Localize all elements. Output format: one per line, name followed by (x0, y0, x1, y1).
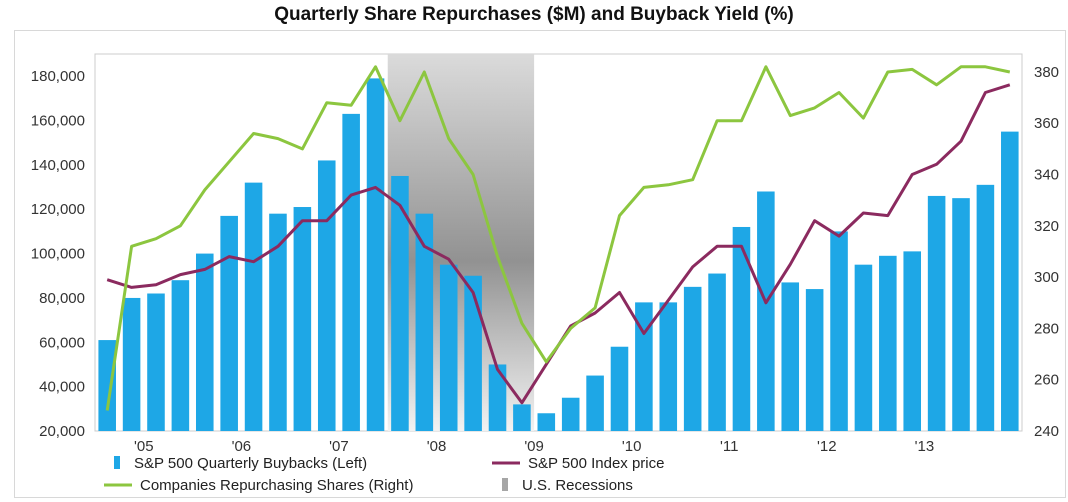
bar-buyback (708, 273, 726, 431)
line-companies-repurchasing (105, 65, 1011, 411)
x-tick-label: '13 (915, 438, 935, 455)
bar-buyback (366, 78, 385, 432)
bar-buyback (537, 413, 556, 431)
bar-buyback (610, 346, 629, 431)
left-tick-label: 80,000 (39, 290, 85, 307)
bar-buyback (171, 280, 190, 431)
bar-buyback (391, 175, 409, 431)
right-tick-label: 260 (1034, 372, 1059, 389)
bar-buyback (415, 213, 434, 431)
bar-buyback (195, 253, 214, 431)
bar-buyback (293, 207, 312, 431)
left-tick-label: 60,000 (39, 334, 85, 351)
right-tick-label: 340 (1034, 167, 1059, 184)
bar-buyback (586, 375, 604, 431)
bar-buyback (976, 184, 995, 431)
legend-companies-label: Companies Repurchasing Shares (Right) (140, 477, 413, 494)
x-tick-label: '09 (524, 438, 544, 455)
x-tick-label: '11 (720, 438, 738, 455)
left-tick-label: 140,000 (31, 157, 85, 174)
bar-buyback (683, 286, 702, 431)
bar-buyback (488, 364, 507, 431)
right-tick-label: 240 (1034, 423, 1059, 440)
right-tick-label: 280 (1034, 320, 1059, 337)
legend-recessions-label: U.S. Recessions (522, 477, 633, 494)
plot-area (94, 53, 1023, 432)
bar-buyback (317, 160, 336, 431)
x-tick-label: '05 (134, 438, 154, 455)
bar-buyback (732, 226, 751, 431)
bar-buyback (147, 293, 165, 431)
left-tick-label: 40,000 (39, 379, 85, 396)
bar-buyback (635, 302, 653, 431)
x-tick-label: '06 (232, 438, 252, 455)
recession-band (387, 54, 535, 431)
bar-buyback (561, 397, 580, 431)
right-tick-label: 300 (1034, 269, 1059, 286)
right-tick-label: 360 (1034, 115, 1059, 132)
bar-buyback (1001, 131, 1019, 431)
bar-buyback (439, 264, 458, 431)
bar-buyback (464, 275, 482, 431)
right-tick-label: 380 (1034, 64, 1059, 81)
x-tick-label: '10 (622, 438, 642, 455)
bar-buyback (952, 198, 970, 431)
bar-buyback (903, 251, 922, 431)
bar-buyback (220, 215, 238, 431)
left-tick-label: 20,000 (39, 423, 85, 440)
bar-buyback (830, 231, 848, 431)
bar-buyback (854, 264, 873, 431)
x-tick-label: '08 (427, 438, 447, 455)
left-tick-label: 180,000 (31, 68, 85, 85)
legend-recessions-swatch (502, 478, 508, 491)
bar-buyback (269, 213, 287, 431)
bar-buyback (342, 113, 360, 432)
bar-buyback (659, 302, 678, 431)
legend-index-price-label: S&P 500 Index price (528, 455, 664, 472)
right-tick-label: 320 (1034, 218, 1059, 235)
bar-buyback (757, 191, 775, 431)
bar-buyback (781, 282, 800, 431)
line-index-price (106, 83, 1011, 405)
bar-buyback (513, 404, 531, 431)
left-tick-label: 120,000 (31, 201, 85, 218)
x-tick-label: '12 (817, 438, 837, 455)
left-tick-label: 100,000 (31, 246, 85, 263)
left-tick-label: 160,000 (31, 113, 85, 130)
bar-buyback (927, 195, 946, 431)
x-tick-label: '07 (329, 438, 349, 455)
bar-buyback (805, 289, 824, 431)
chart-title: Quarterly Share Repurchases ($M) and Buy… (274, 4, 794, 25)
legend-buybacks-swatch (114, 456, 120, 469)
bar-buyback (244, 182, 263, 431)
legend-buybacks-label: S&P 500 Quarterly Buybacks (Left) (134, 455, 367, 472)
bar-buyback (879, 255, 897, 431)
bar-buyback (98, 340, 116, 431)
bar-buyback (122, 297, 141, 431)
